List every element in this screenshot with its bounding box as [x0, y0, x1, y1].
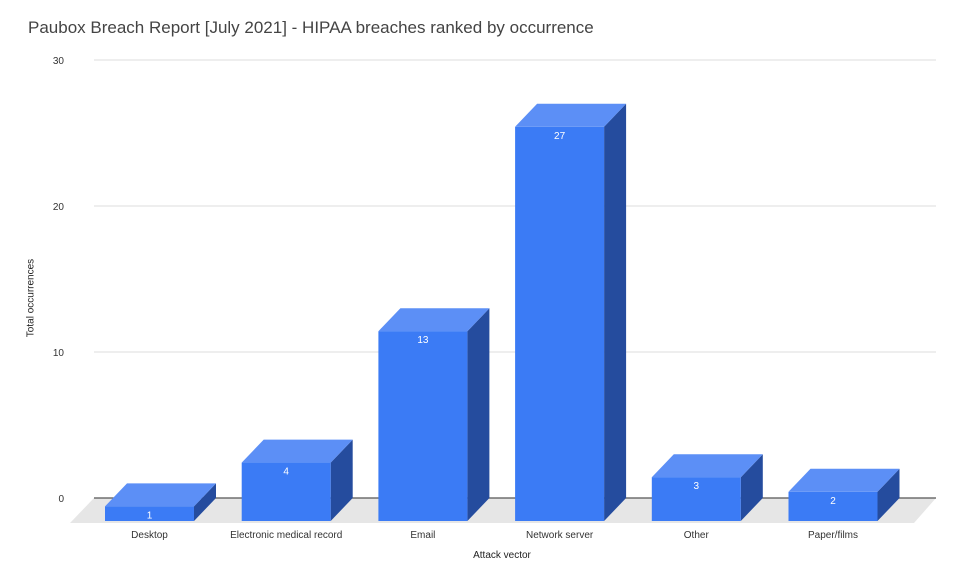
- bar-side: [330, 439, 353, 521]
- chart-title: Paubox Breach Report [July 2021] - HIPAA…: [28, 18, 594, 37]
- bar-top: [378, 308, 490, 332]
- x-tick-label: Email: [410, 530, 435, 541]
- y-tick-label: 0: [58, 494, 64, 505]
- bar-side: [877, 468, 900, 521]
- bar: [788, 491, 878, 521]
- x-tick-label: Desktop: [131, 530, 168, 541]
- x-tick-label: Other: [684, 530, 710, 541]
- bar-side: [194, 483, 216, 521]
- data-label: 13: [417, 335, 429, 346]
- bar: [651, 477, 741, 521]
- bar-top: [241, 439, 353, 463]
- y-tick-label: 30: [53, 56, 65, 67]
- bar: [515, 126, 605, 522]
- data-label: 27: [554, 131, 566, 142]
- data-label: 4: [283, 467, 289, 478]
- bar-side: [740, 454, 763, 521]
- x-tick-label: Paper/films: [808, 530, 858, 541]
- data-label: 3: [694, 481, 700, 492]
- bar: [378, 331, 468, 521]
- bar-side: [604, 103, 627, 522]
- bar-top: [515, 103, 627, 127]
- x-axis-title: Attack vector: [473, 550, 531, 561]
- bar: [241, 462, 331, 521]
- bar-top: [105, 483, 216, 507]
- x-tick-label: Electronic medical record: [230, 530, 342, 541]
- data-label: 1: [147, 510, 153, 521]
- x-tick-label: Network server: [526, 530, 594, 541]
- bar-side: [467, 308, 490, 521]
- data-label: 2: [830, 496, 836, 507]
- y-tick-label: 20: [53, 202, 65, 213]
- y-tick-label: 10: [53, 348, 65, 359]
- bar-top: [651, 454, 763, 478]
- bar-top: [788, 468, 900, 492]
- bar: [105, 506, 194, 521]
